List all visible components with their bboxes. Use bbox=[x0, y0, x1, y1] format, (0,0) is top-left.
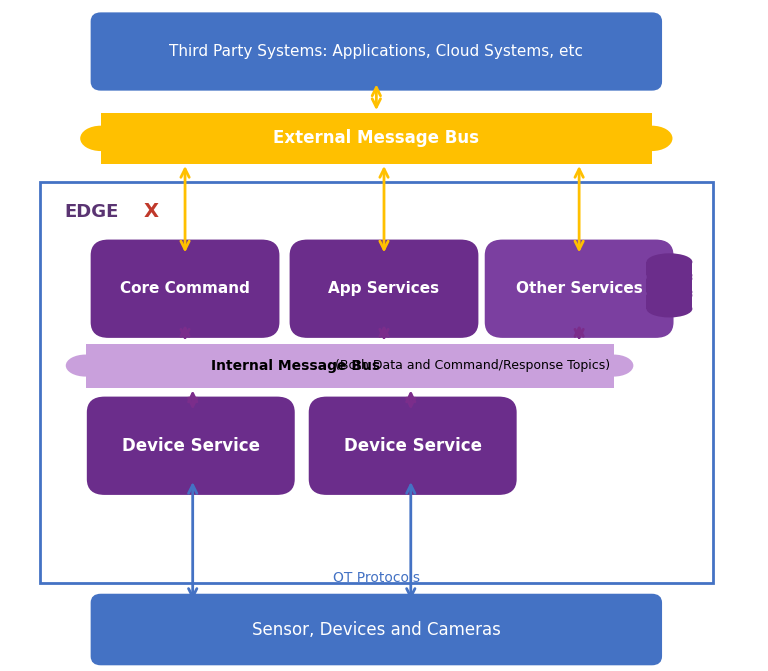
Text: Other Services: Other Services bbox=[516, 281, 643, 296]
Bar bbox=[101, 113, 652, 164]
Ellipse shape bbox=[647, 270, 693, 287]
Bar bbox=[40, 182, 713, 582]
Ellipse shape bbox=[66, 354, 105, 376]
FancyBboxPatch shape bbox=[91, 13, 661, 90]
Text: Sensor, Devices and Cameras: Sensor, Devices and Cameras bbox=[252, 621, 501, 639]
Text: External Message Bus: External Message Bus bbox=[273, 130, 479, 148]
Bar bbox=[647, 262, 693, 275]
Text: Device Service: Device Service bbox=[344, 437, 482, 455]
Text: OT Protocols: OT Protocols bbox=[333, 571, 420, 585]
FancyBboxPatch shape bbox=[88, 398, 293, 494]
Ellipse shape bbox=[647, 283, 693, 301]
FancyBboxPatch shape bbox=[486, 241, 673, 337]
Text: Third Party Systems: Applications, Cloud Systems, etc: Third Party Systems: Applications, Cloud… bbox=[170, 44, 584, 59]
Text: EDGE: EDGE bbox=[65, 203, 118, 221]
FancyBboxPatch shape bbox=[91, 595, 661, 664]
Bar bbox=[647, 278, 693, 292]
Ellipse shape bbox=[80, 125, 121, 151]
Text: Core Command: Core Command bbox=[120, 281, 250, 296]
Bar bbox=[85, 344, 614, 388]
Ellipse shape bbox=[631, 125, 673, 151]
Ellipse shape bbox=[647, 287, 693, 304]
Text: X: X bbox=[144, 203, 159, 221]
Text: App Services: App Services bbox=[329, 281, 439, 296]
Ellipse shape bbox=[647, 266, 693, 284]
FancyBboxPatch shape bbox=[91, 241, 278, 337]
FancyBboxPatch shape bbox=[310, 398, 515, 494]
FancyBboxPatch shape bbox=[290, 241, 478, 337]
Text: Device Service: Device Service bbox=[122, 437, 260, 455]
Text: Internal Message Bus: Internal Message Bus bbox=[211, 358, 381, 372]
Ellipse shape bbox=[594, 354, 634, 376]
Text: (Both Data and Command/Response Topics): (Both Data and Command/Response Topics) bbox=[326, 359, 610, 372]
Ellipse shape bbox=[647, 300, 693, 317]
Ellipse shape bbox=[647, 254, 693, 270]
Bar bbox=[647, 295, 693, 309]
